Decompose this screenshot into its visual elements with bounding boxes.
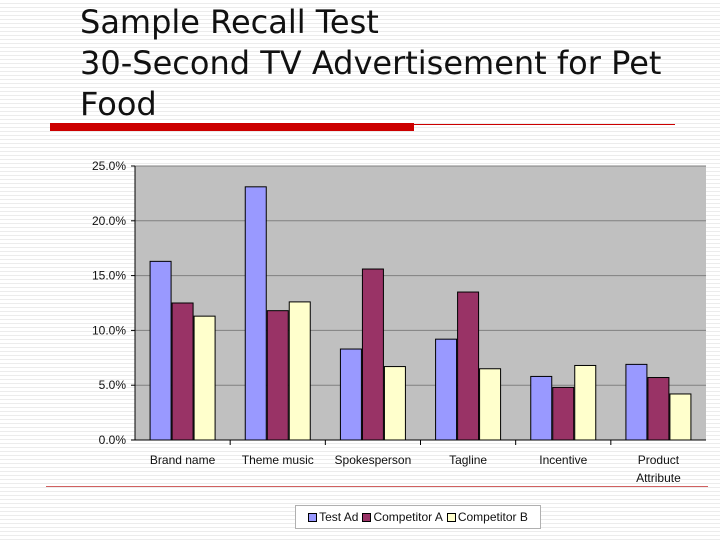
bar: [339, 348, 362, 441]
slide-title: Sample Recall Test 30-Second TV Advertis…: [80, 2, 710, 125]
category-label: Spokesperson: [335, 453, 412, 467]
legend-item-competitor-b: Competitor B: [446, 510, 528, 524]
bottom-divider-line: [46, 486, 708, 487]
category-label: Product: [638, 453, 680, 467]
legend-swatch-test-ad: [308, 512, 318, 522]
legend-label-competitor-b: Competitor B: [457, 510, 528, 524]
bar: [647, 377, 670, 441]
bar: [361, 268, 384, 441]
bar: [171, 302, 194, 441]
title-accent-bar: [50, 123, 414, 131]
legend-item-competitor-a: Competitor A: [362, 510, 443, 524]
title-line-2: 30-Second TV Advertisement for Pet: [80, 44, 662, 82]
bar: [149, 260, 172, 441]
bar: [193, 315, 216, 441]
legend-swatch-competitor-b: [446, 512, 456, 522]
y-tick-label: 0.0%: [99, 433, 127, 447]
category-label: Theme music: [242, 453, 314, 467]
bar: [244, 186, 267, 441]
category-label: Tagline: [449, 453, 487, 467]
y-tick-label: 10.0%: [92, 323, 126, 337]
category-label: Incentive: [539, 453, 587, 467]
category-label: Brand name: [150, 453, 216, 467]
title-line-1: Sample Recall Test: [80, 3, 379, 41]
legend-label-test-ad: Test Ad: [319, 510, 359, 524]
bar: [435, 338, 458, 441]
y-tick-label: 25.0%: [92, 159, 126, 173]
chart-legend: Test Ad Competitor A Competitor B: [295, 505, 541, 529]
legend-swatch-competitor-a: [362, 512, 372, 522]
legend-item-test-ad: Test Ad: [308, 510, 358, 524]
y-tick-label: 20.0%: [92, 214, 126, 228]
y-tick-label: 15.0%: [92, 269, 126, 283]
bar: [266, 310, 289, 441]
bar: [669, 393, 692, 441]
bar: [552, 386, 575, 441]
plot-area: [135, 166, 706, 440]
bar: [625, 363, 648, 441]
legend-label-competitor-a: Competitor A: [373, 510, 443, 524]
recall-bar-chart: 0.0% 5.0% 10.0% 15.0% 20.0% 25.0% Brand name Th…: [92, 159, 706, 485]
bar: [288, 301, 311, 441]
y-tick-label: 5.0%: [99, 378, 127, 392]
bar: [457, 291, 480, 441]
bar: [479, 368, 502, 441]
category-label: Attribute: [636, 471, 681, 485]
bar: [574, 364, 597, 441]
bar: [530, 375, 553, 441]
title-divider-line: [414, 124, 675, 125]
title-line-3: Food: [80, 85, 157, 123]
bar: [383, 366, 406, 441]
